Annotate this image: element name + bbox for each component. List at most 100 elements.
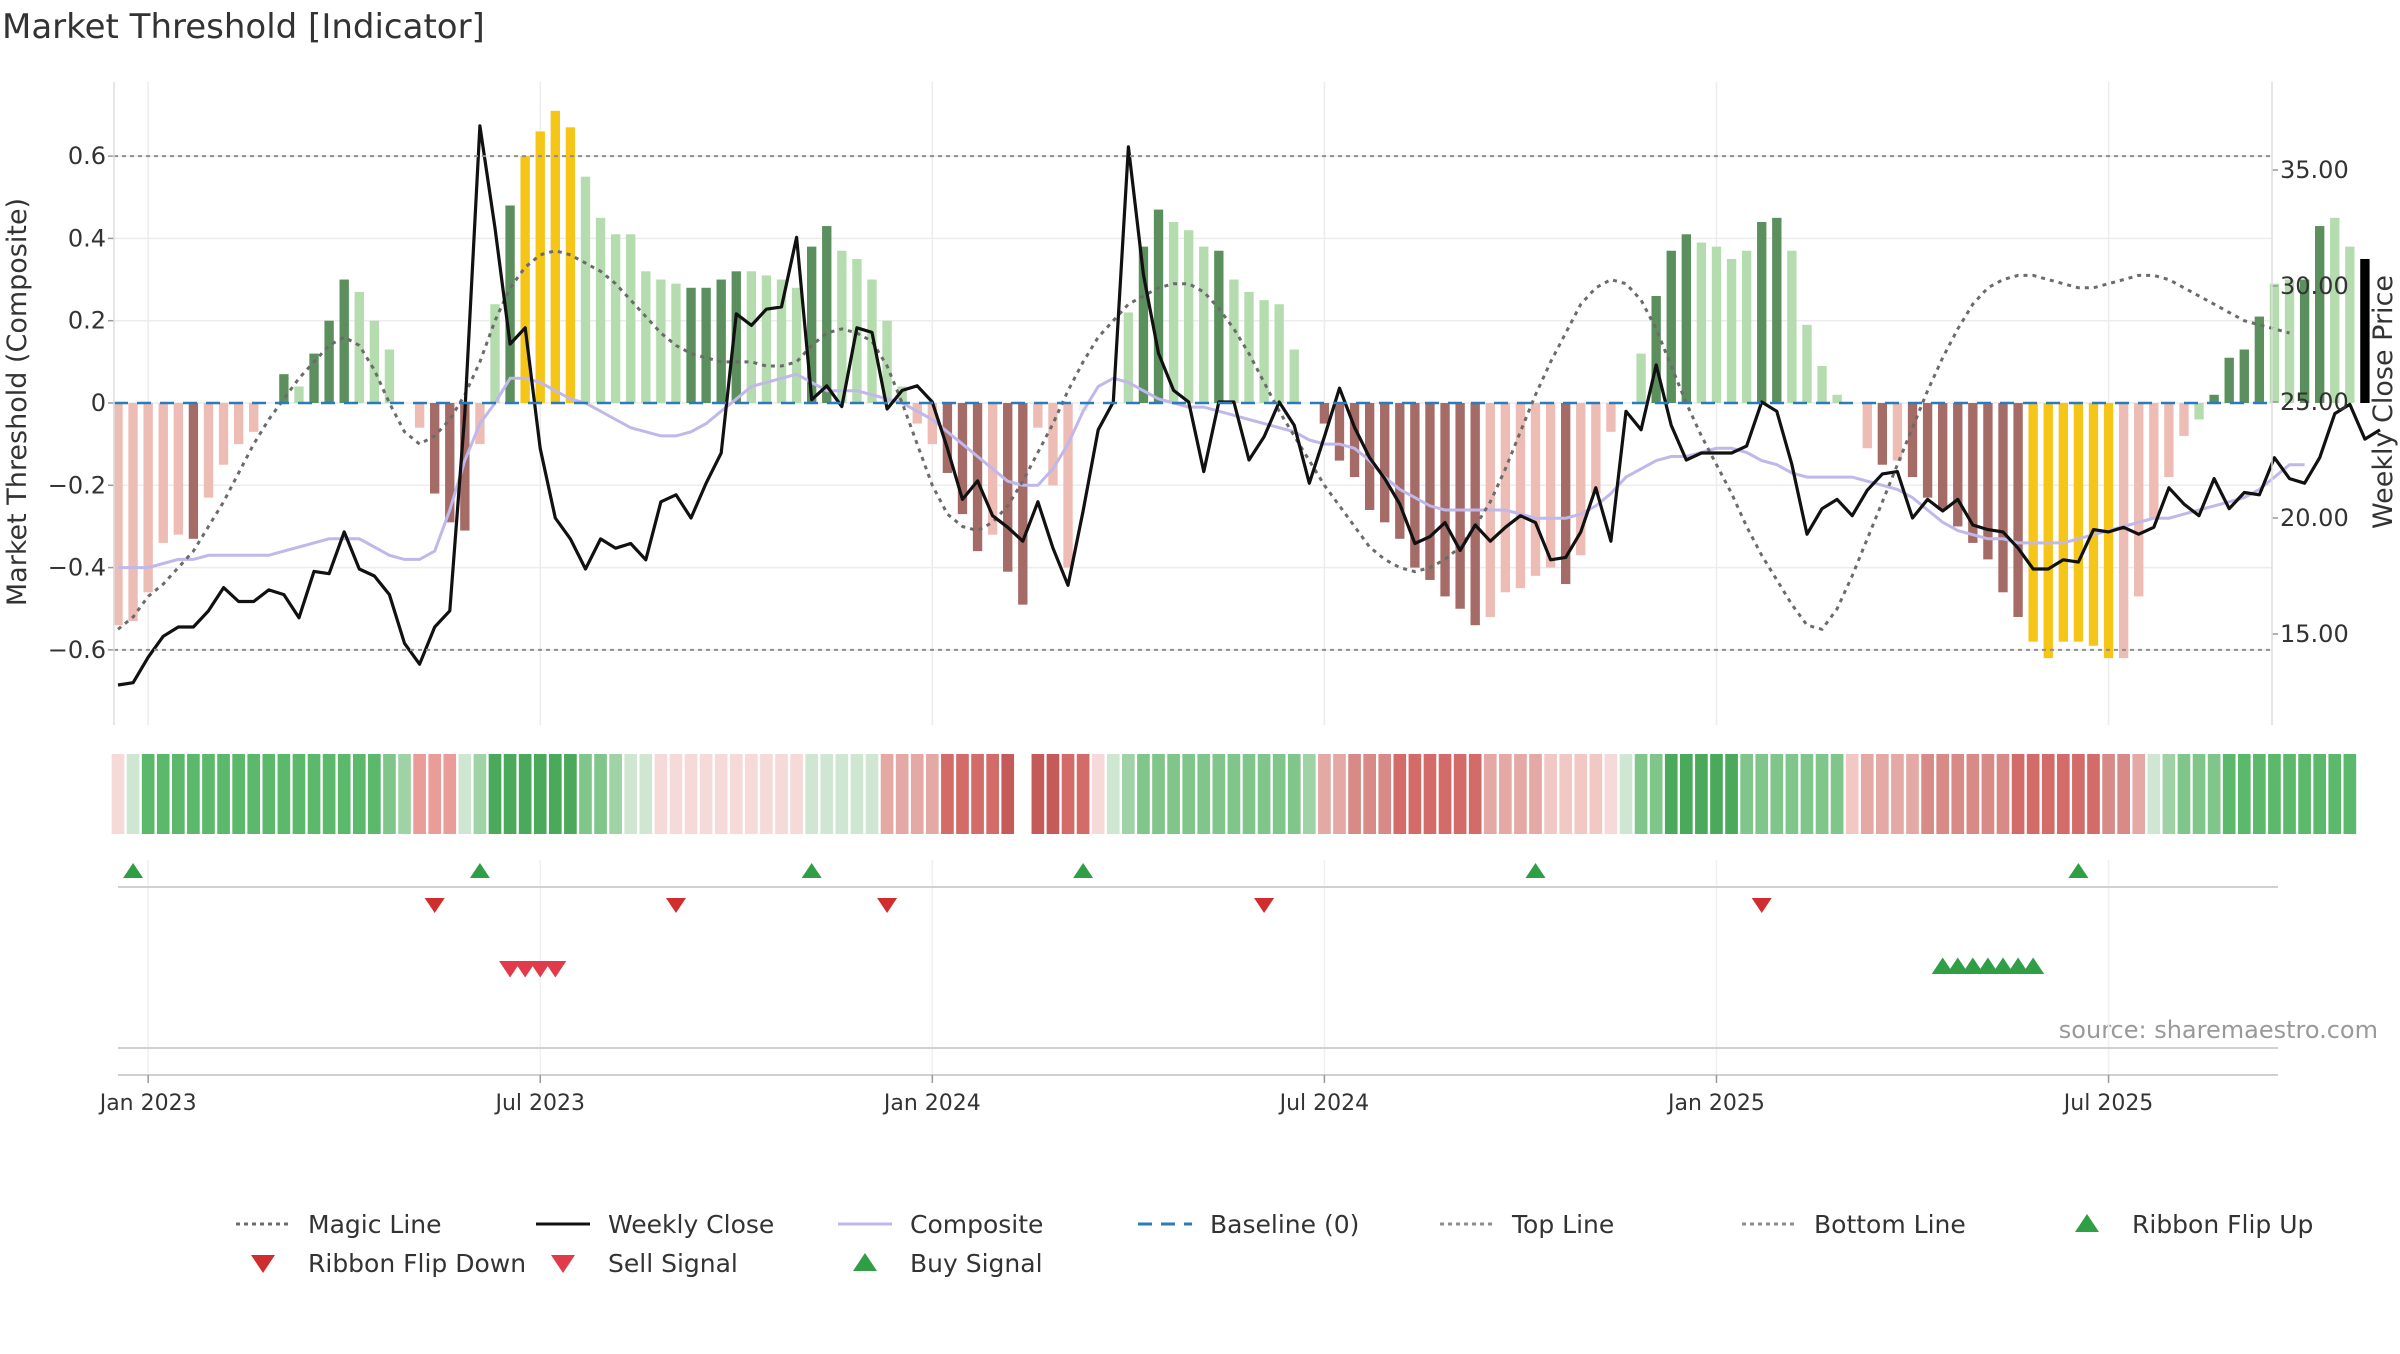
ribbon-cell: [2132, 754, 2146, 834]
composite-bar: [1606, 403, 1616, 432]
buy-signal-marker: [1946, 957, 1969, 974]
ribbon-cell: [1951, 754, 1965, 834]
ribbon-flip-up-marker: [1073, 863, 1094, 878]
composite-bar: [2118, 403, 2129, 659]
ribbon-cell: [1393, 754, 1407, 834]
composite-bar: [822, 226, 832, 403]
composite-bar: [1530, 403, 1541, 576]
composite-bar: [1168, 221, 1179, 403]
ribbon-cell: [609, 754, 622, 834]
ribbon-cell: [1061, 754, 1075, 834]
composite-bar: [2028, 403, 2038, 642]
composite-bar: [1817, 365, 1827, 403]
left-tick-label: 0: [91, 389, 106, 417]
ribbon-cell: [1438, 754, 1452, 834]
left-tick-label: 0.6: [68, 142, 106, 170]
composite-bar: [2043, 403, 2053, 659]
ribbon-cell: [503, 754, 517, 834]
magic-line: [117, 249, 2290, 632]
composite-bar: [505, 205, 515, 403]
composite-bar: [807, 246, 817, 403]
ribbon-cell: [1800, 754, 1814, 834]
x-tick-label: Jul 2023: [493, 1091, 585, 1116]
right-tick-label: 25.00: [2280, 388, 2349, 416]
ribbon-cell: [745, 754, 758, 834]
ribbon-cell: [1302, 754, 1316, 834]
composite-bar: [1123, 312, 1134, 403]
composite-bar: [354, 291, 364, 403]
ribbon-cell: [1891, 754, 1904, 834]
composite-bar: [641, 271, 651, 403]
composite-bar: [867, 279, 877, 403]
composite-bar: [1093, 403, 1103, 404]
ribbon-cell: [1695, 754, 1708, 834]
composite-bar: [1153, 209, 1164, 403]
ribbon-cell: [2102, 754, 2115, 834]
left-tick-label: −0.2: [48, 471, 106, 499]
ribbon-flip-up-marker: [1525, 863, 1546, 878]
ribbon-cell: [1589, 754, 1603, 834]
composite-bar: [2269, 283, 2280, 403]
weekly-close-line: [117, 124, 2381, 687]
ribbon-cell: [1649, 754, 1663, 834]
ribbon-cell: [564, 754, 577, 834]
legend-label: Bottom Line: [1814, 1210, 1966, 1239]
ribbon-cell: [1333, 754, 1346, 834]
composite-bar: [2058, 403, 2068, 642]
ribbon-flip-down-marker: [424, 898, 445, 913]
composite-bar: [656, 279, 666, 403]
composite-bar: [414, 403, 425, 428]
ribbon-cell: [2072, 754, 2085, 834]
ribbon-cell: [910, 754, 924, 834]
legend-label: Composite: [910, 1210, 1043, 1239]
ribbon-cell: [1091, 754, 1105, 834]
right-tick-label: 20.00: [2280, 504, 2349, 532]
composite-bar: [1410, 403, 1420, 568]
composite-bar: [686, 287, 696, 403]
composite-bar: [550, 110, 560, 404]
composite-bar: [173, 403, 183, 535]
composite-bar: [1033, 403, 1043, 428]
composite-bar: [520, 156, 530, 403]
composite-bar: [2149, 403, 2159, 519]
ribbon-cell: [956, 754, 969, 834]
composite-bar: [1621, 403, 1631, 404]
buy-signal-marker: [1992, 957, 2014, 974]
ribbon-cell: [1227, 754, 1241, 834]
composite-bar: [957, 403, 968, 515]
composite-bar: [2360, 258, 2370, 403]
ribbon-cell: [2268, 754, 2281, 834]
composite-bar: [1380, 403, 1390, 523]
composite-bar: [1968, 403, 1978, 543]
ribbon-cell: [1167, 754, 1180, 834]
composite-bar: [158, 403, 168, 543]
ribbon-cell: [729, 754, 743, 834]
ribbon-cell: [820, 754, 834, 834]
ribbon-cell: [941, 754, 954, 834]
composite-bar: [972, 403, 983, 552]
composite-bar: [776, 279, 787, 403]
composite-bar: [2088, 403, 2099, 646]
ribbon-cell: [971, 754, 984, 834]
ribbon-cell: [2207, 754, 2221, 834]
composite-bar: [1651, 296, 1661, 403]
ribbon-cell: [699, 754, 713, 834]
composite-bar: [595, 217, 606, 403]
composite-bar: [837, 250, 847, 403]
x-axis: Jan 2023 Jul 2023 Jan 2024 Jul 2024 Jan 2025…: [98, 1075, 2154, 1116]
ribbon-cell: [2343, 754, 2357, 834]
ribbon-cell: [1936, 754, 1950, 834]
ribbon-cell: [1137, 754, 1150, 834]
x-tick-label: Jul 2025: [2062, 1091, 2154, 1116]
composite-bar: [1787, 250, 1797, 403]
composite-bar: [1545, 403, 1556, 568]
ribbon-cell: [1287, 754, 1301, 834]
composite-bar: [2224, 357, 2234, 403]
ribbon-flip-up-marker: [123, 863, 144, 878]
ribbon-cell: [1845, 754, 1859, 834]
composite-bar: [143, 403, 153, 593]
ribbon-cell: [232, 754, 245, 834]
ribbon-cell: [141, 754, 155, 834]
ribbon-cell: [368, 754, 381, 834]
